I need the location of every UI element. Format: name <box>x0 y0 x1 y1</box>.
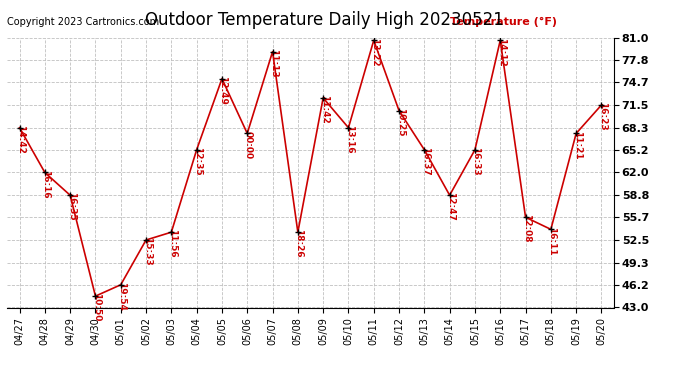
Text: 16:33: 16:33 <box>471 147 480 176</box>
Text: 19:54: 19:54 <box>117 282 126 311</box>
Text: 12:49: 12:49 <box>219 76 228 105</box>
Text: 16:16: 16:16 <box>41 170 50 198</box>
Text: 11:56: 11:56 <box>168 230 177 258</box>
Text: Temperature (°F): Temperature (°F) <box>450 16 557 27</box>
Text: 00:00: 00:00 <box>244 130 253 159</box>
Text: 14:12: 14:12 <box>497 38 506 66</box>
Text: 14:42: 14:42 <box>16 125 25 154</box>
Text: 16:11: 16:11 <box>547 226 556 255</box>
Text: 18:26: 18:26 <box>295 230 304 258</box>
Text: 13:16: 13:16 <box>345 125 354 154</box>
Text: 16:37: 16:37 <box>421 147 430 176</box>
Text: 16:23: 16:23 <box>598 102 607 131</box>
Text: 11:13: 11:13 <box>269 49 278 78</box>
Text: 16:35: 16:35 <box>67 192 76 221</box>
Text: Copyright 2023 Cartronics.com: Copyright 2023 Cartronics.com <box>7 17 159 27</box>
Text: 12:47: 12:47 <box>446 192 455 221</box>
Text: 10:25: 10:25 <box>395 108 404 136</box>
Text: 11:42: 11:42 <box>319 95 328 124</box>
Text: 10:50: 10:50 <box>92 293 101 322</box>
Text: 15:33: 15:33 <box>143 237 152 266</box>
Text: 12:08: 12:08 <box>522 214 531 243</box>
Text: Outdoor Temperature Daily High 20230521: Outdoor Temperature Daily High 20230521 <box>145 11 504 29</box>
Text: 12:35: 12:35 <box>193 147 202 176</box>
Text: 13:22: 13:22 <box>371 38 380 66</box>
Text: 11:21: 11:21 <box>573 130 582 159</box>
